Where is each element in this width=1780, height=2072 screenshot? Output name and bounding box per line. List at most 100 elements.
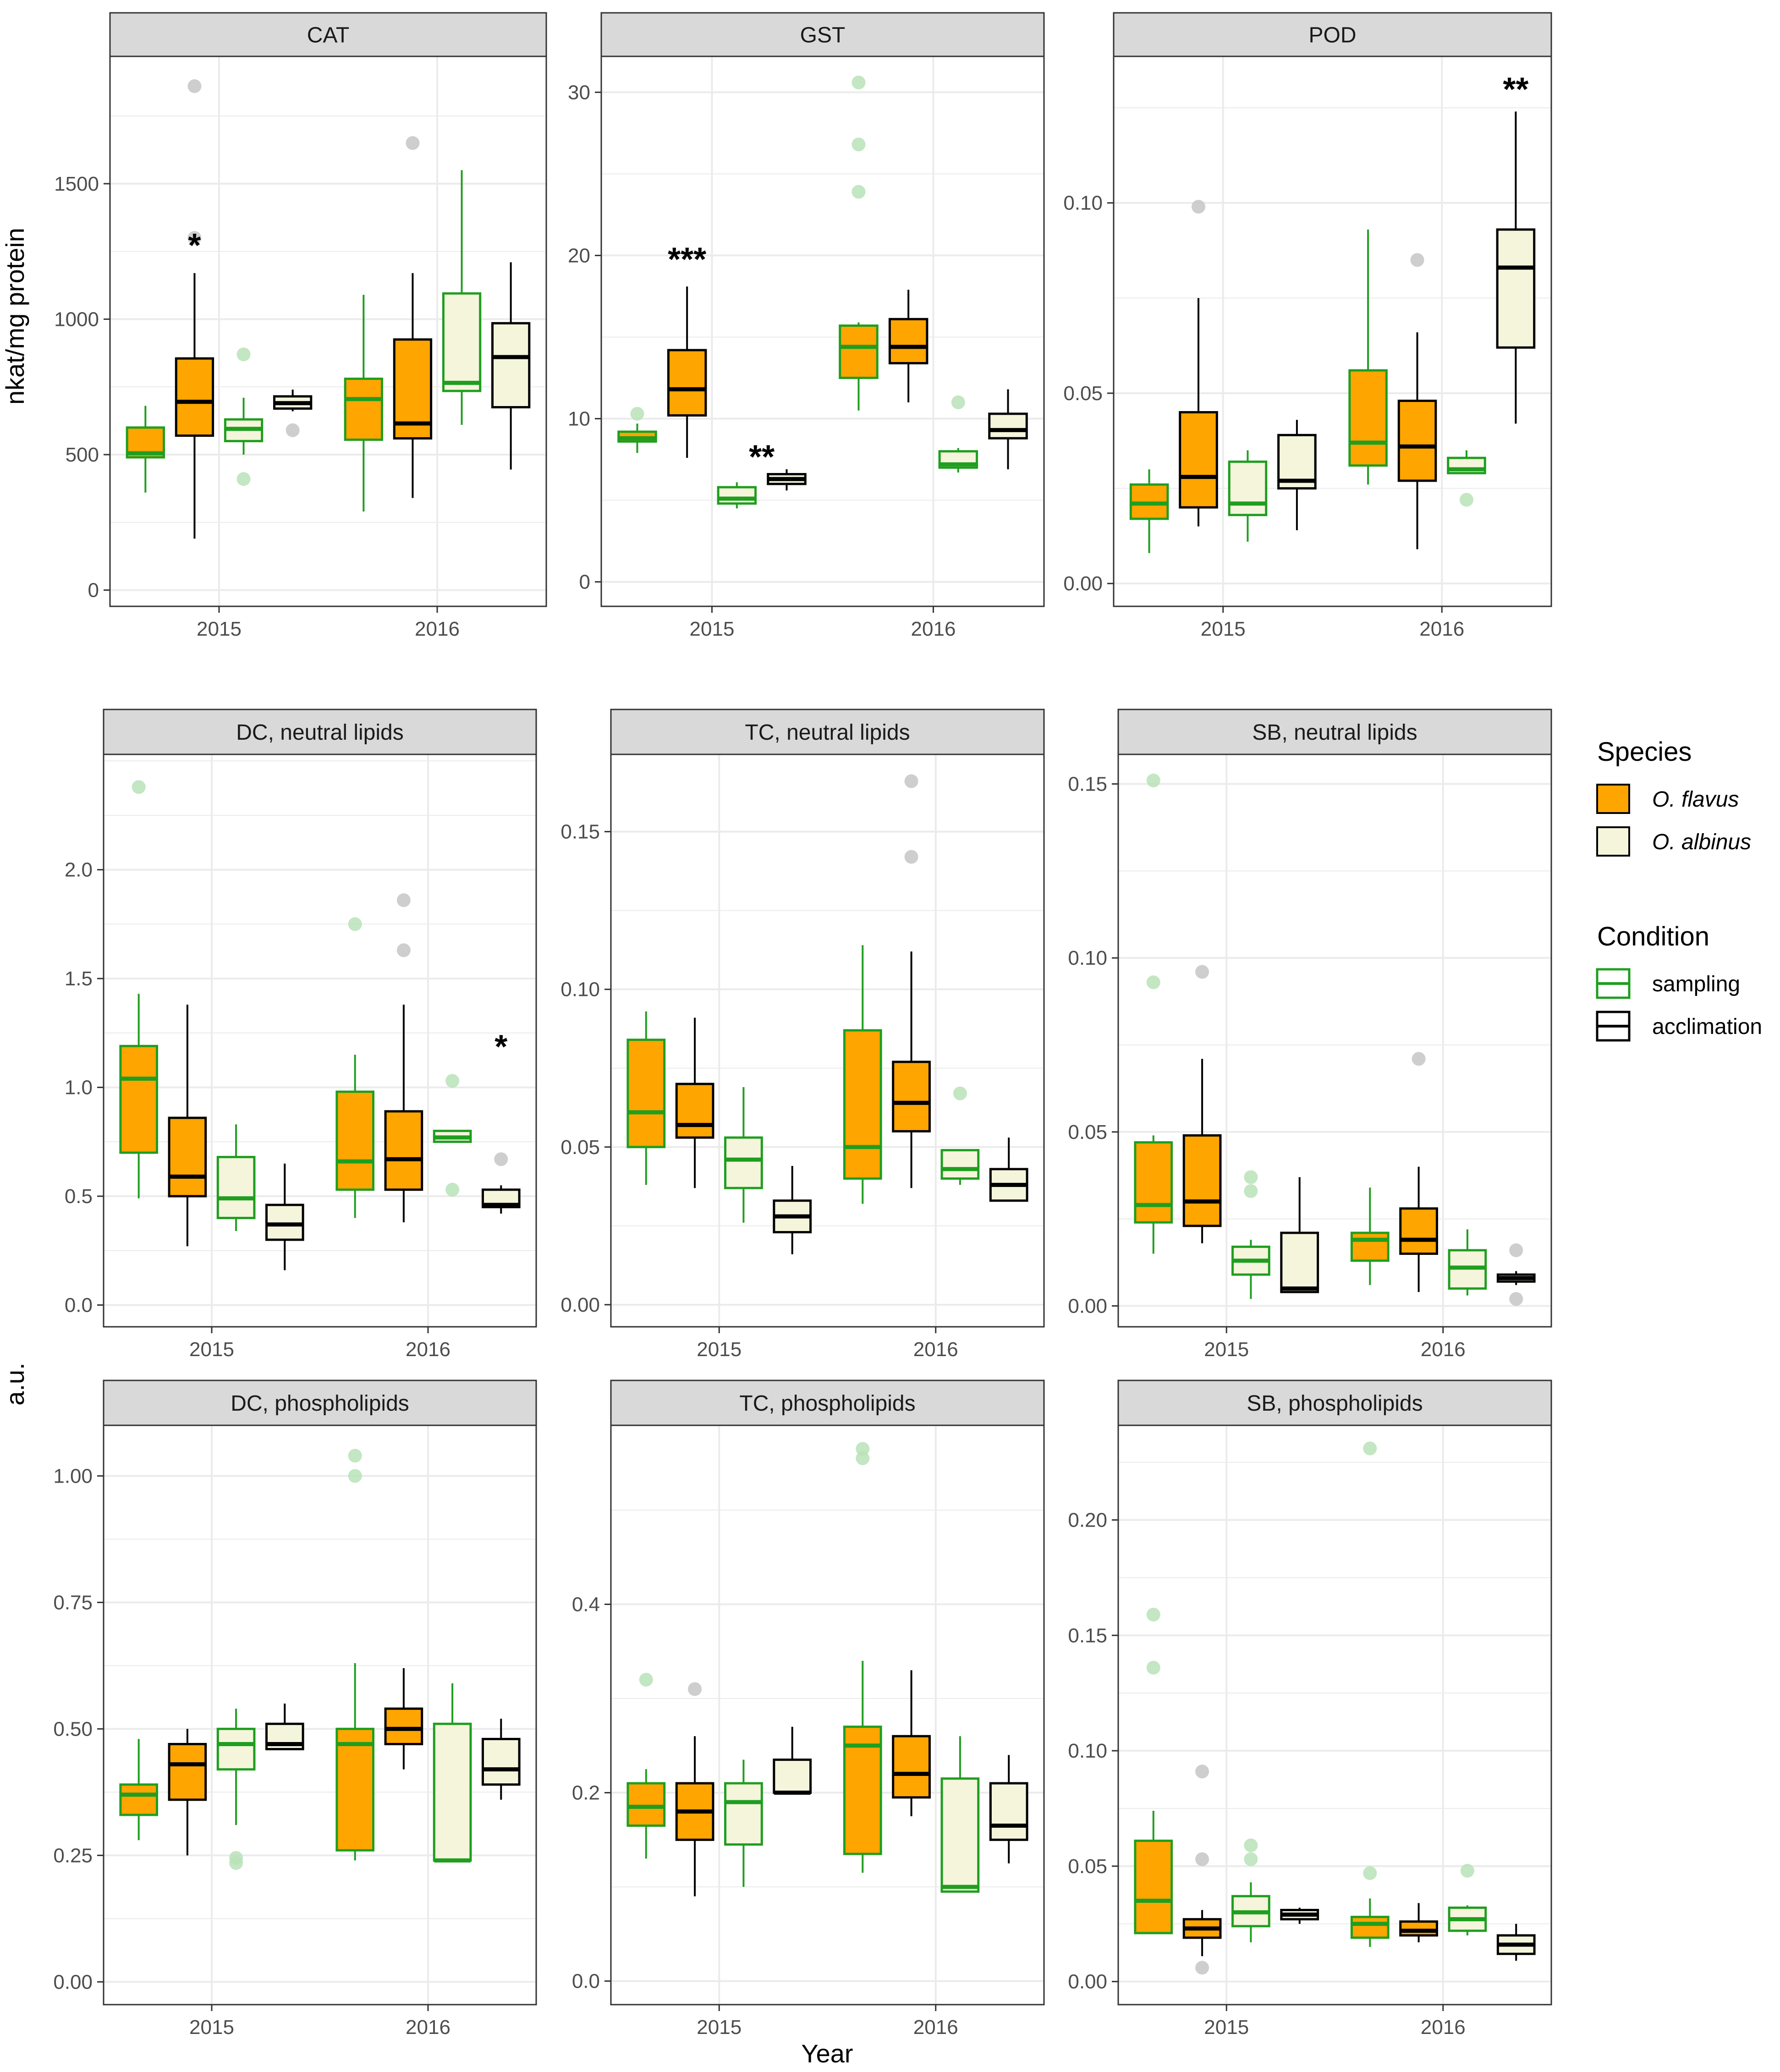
box-outlier xyxy=(1509,1243,1523,1257)
panel-strip xyxy=(1117,1380,1552,1426)
box-outlier xyxy=(494,1152,508,1166)
y-tick-label: 0.2 xyxy=(572,1782,600,1804)
box-2015-albinus-acclimation xyxy=(1280,1907,1319,1924)
y-tick-label: 0.0 xyxy=(65,1294,93,1317)
x-tick-label: 2015 xyxy=(1204,2016,1249,2039)
box-body xyxy=(1280,1231,1319,1293)
plot-background xyxy=(611,1425,1044,2005)
box-outlier xyxy=(1412,1052,1426,1066)
panel-border xyxy=(1117,753,1552,1328)
panel-title: TC, neutral lipids xyxy=(745,720,910,745)
box-2016-flavus-acclimation xyxy=(1397,253,1437,550)
box-body xyxy=(442,292,482,392)
panel-border xyxy=(1117,1424,1552,2006)
panel-7: DC, phospholipids 0.00 0.25 0.50 0.75 1.00 201… xyxy=(53,1380,537,2039)
box-body xyxy=(773,1759,812,1794)
box-outlier xyxy=(396,943,411,957)
legend: Species O. flavus O. albinus Condition s… xyxy=(1596,737,1762,1042)
panel-strip xyxy=(103,709,537,755)
plot-background xyxy=(1114,56,1551,606)
box-outlier xyxy=(852,185,866,199)
box-body xyxy=(216,1727,256,1771)
box-body xyxy=(843,1726,882,1855)
box-outlier xyxy=(630,407,644,421)
box-body xyxy=(1134,1839,1173,1935)
y-tick-label: 0.00 xyxy=(1068,1295,1107,1317)
box-body xyxy=(717,486,757,505)
box-outlier xyxy=(348,1449,362,1463)
box-2015-albinus-acclimation xyxy=(265,1163,304,1270)
panel-title: GST xyxy=(800,23,846,48)
y-tick-label: 10 xyxy=(568,408,590,430)
box-body xyxy=(384,1110,423,1191)
box-body xyxy=(168,1742,207,1801)
box-body xyxy=(1397,400,1437,482)
panel-border xyxy=(600,55,1045,607)
x-tick-label: 2015 xyxy=(690,618,735,640)
box-outlier xyxy=(1146,773,1160,787)
box-2015-albinus-acclimation xyxy=(273,390,313,437)
box-body xyxy=(940,1149,980,1180)
x-tick-label: 2016 xyxy=(911,618,956,640)
box-body xyxy=(626,1782,666,1827)
box-2016-flavus-acclimation xyxy=(1399,1052,1438,1292)
box-outlier xyxy=(1195,1764,1209,1779)
box-2015-flavus-sampling xyxy=(126,406,165,493)
box-outlier xyxy=(187,231,202,245)
panel-9: SB, phospholipids 0.00 0.05 0.10 0.15 0.20 201… xyxy=(1068,1380,1552,2039)
y-tick-label: 1.5 xyxy=(65,967,93,990)
panel-title: SB, neutral lipids xyxy=(1252,720,1417,745)
x-tick-label: 2015 xyxy=(697,1338,742,1361)
legend-label-albinus: O. albinus xyxy=(1652,830,1751,854)
box-2016-albinus-sampling xyxy=(433,1683,472,1863)
box-outlier xyxy=(1195,1852,1209,1866)
box-2016-flavus-sampling xyxy=(843,945,882,1204)
box-outlier xyxy=(1192,200,1206,214)
box-outlier xyxy=(1363,1441,1377,1456)
y-tick-label: 0.05 xyxy=(1068,1121,1107,1143)
box-2015-albinus-sampling xyxy=(1231,1170,1270,1299)
box-2016-albinus-sampling xyxy=(442,170,482,425)
box-outlier xyxy=(132,780,146,794)
box-2015-albinus-acclimation xyxy=(767,469,807,491)
y-tick-label: 0 xyxy=(88,579,99,602)
box-2016-albinus-acclimation xyxy=(1496,1924,1536,1961)
legend-label-flavus: O. flavus xyxy=(1652,787,1739,812)
box-2015-albinus-sampling xyxy=(1231,1838,1270,1943)
x-tick-label: 2016 xyxy=(1421,2016,1466,2039)
box-outlier xyxy=(1459,493,1473,507)
panel-border xyxy=(103,753,537,1328)
panel-border xyxy=(610,753,1045,1328)
significance-marker: ** xyxy=(1503,71,1528,108)
y-tick-label: 0.10 xyxy=(1063,192,1103,214)
box-2015-flavus-acclimation xyxy=(175,79,214,539)
box-outlier xyxy=(904,850,918,864)
box-outlier xyxy=(1244,1852,1258,1866)
box-outlier xyxy=(396,893,411,907)
box-body xyxy=(344,377,384,441)
box-outlier xyxy=(1363,1866,1377,1880)
legend-swatch-albinus xyxy=(1596,826,1630,857)
box-outlier xyxy=(688,1682,702,1696)
box-2016-flavus-acclimation xyxy=(892,1670,931,1816)
y-tick-label: 0.00 xyxy=(560,1294,600,1316)
legend-label-sampling: sampling xyxy=(1652,972,1740,996)
y-tick-label: 0.15 xyxy=(1068,1624,1107,1647)
box-2015-albinus-sampling xyxy=(724,1759,763,1887)
box-2016-albinus-acclimation xyxy=(988,389,1028,469)
box-body xyxy=(1399,1920,1438,1937)
box-body xyxy=(940,1777,980,1893)
y-tick-label: 0.25 xyxy=(53,1844,93,1867)
panel-title: POD xyxy=(1308,23,1356,48)
box-2016-flavus-sampling xyxy=(1348,229,1388,485)
box-body xyxy=(1350,1916,1390,1939)
box-2016-albinus-sampling xyxy=(938,395,978,473)
box-2015-albinus-sampling xyxy=(717,482,757,509)
y-tick-label: 0.20 xyxy=(1068,1509,1107,1531)
y-tick-label: 1500 xyxy=(54,173,99,195)
panel-1: CAT * 0 500 1000 1500 2015 2016 xyxy=(54,12,547,640)
y-tick-label: 0.5 xyxy=(65,1185,93,1208)
box-body xyxy=(433,1722,472,1862)
